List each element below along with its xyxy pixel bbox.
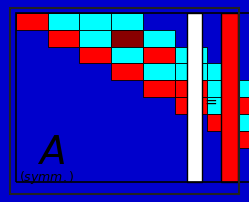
Bar: [207, 114, 239, 131]
Bar: [79, 30, 111, 46]
Bar: [48, 30, 79, 46]
Bar: [239, 131, 249, 148]
Bar: [16, 13, 48, 30]
Bar: [79, 13, 111, 30]
Bar: [111, 13, 143, 30]
Bar: [175, 97, 207, 114]
Text: $(symm.)$: $(symm.)$: [19, 169, 74, 186]
Bar: [239, 80, 249, 97]
Bar: [207, 80, 239, 97]
Bar: [111, 30, 143, 46]
Bar: [175, 46, 207, 63]
Bar: [143, 63, 175, 80]
Text: $A$: $A$: [37, 135, 65, 171]
Bar: [111, 63, 143, 80]
Bar: [111, 46, 143, 63]
Bar: [187, 13, 202, 182]
Text: $=$: $=$: [202, 94, 218, 108]
Bar: [239, 97, 249, 114]
Bar: [79, 46, 111, 63]
Bar: [48, 13, 79, 30]
Bar: [239, 114, 249, 131]
Bar: [143, 30, 175, 46]
Bar: [207, 97, 239, 114]
Bar: [175, 80, 207, 97]
Bar: [143, 46, 175, 63]
Bar: [143, 80, 175, 97]
Bar: [207, 63, 239, 80]
Bar: [175, 63, 207, 80]
Bar: [221, 13, 238, 182]
